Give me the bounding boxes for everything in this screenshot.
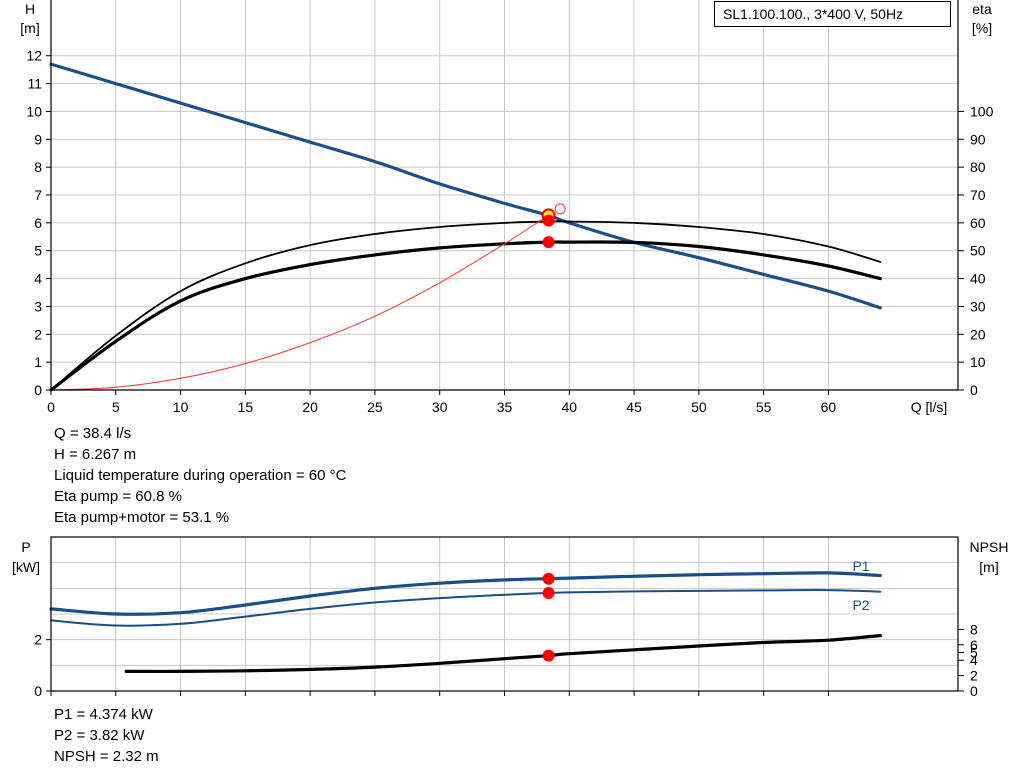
marker-open-circle (554, 203, 566, 215)
x-tick-label: 0 (47, 399, 55, 415)
x-tick-label: 40 (561, 399, 577, 415)
y-left-tick-label: 1 (34, 354, 42, 370)
y-left-tick-label: 11 (27, 76, 42, 92)
series-line-head-lower (49, 240, 882, 392)
npsh-tick-label: 5 (970, 645, 978, 661)
x-tick-label: 45 (626, 399, 642, 415)
top-chart-grid (50, 0, 958, 391)
y-right-tick-label: 80 (970, 159, 986, 175)
x-tick-label: 50 (691, 399, 707, 415)
npsh-tick-label: 4 (970, 652, 978, 668)
npsh-axis-label: NPSH (970, 539, 1009, 555)
x-axis-label: Q [l/s] (911, 399, 948, 415)
readout-p2: P2 = 3.82 kW (54, 727, 145, 744)
bottom-chart-markers (542, 572, 555, 662)
y-right-axis-unit: [%] (972, 20, 992, 36)
bottom-chart-series (49, 571, 882, 674)
marker-point (542, 236, 555, 249)
readout-npsh: NPSH = 2.32 m (54, 748, 159, 765)
readout-bottom: P1 = 4.374 kW P2 = 3.82 kW NPSH = 2.32 m (54, 704, 159, 767)
p-axis-unit: [kW] (12, 559, 40, 575)
p-tick-label: 2 (34, 632, 42, 648)
marker-point (542, 649, 555, 662)
y-right-tick-label: 30 (970, 298, 986, 314)
readout-top: Q = 38.4 l/s H = 6.267 m Liquid temperat… (54, 423, 346, 528)
readout-q: Q = 38.4 l/s (54, 425, 132, 442)
p-tick-label: 0 (34, 683, 42, 699)
chart-title: SL1.100.100., 3*400 V, 50Hz (714, 1, 951, 27)
y-left-tick-label: 2 (34, 326, 42, 342)
y-left-tick-label: 4 (34, 271, 42, 287)
y-right-tick-label: 90 (970, 131, 986, 147)
y-left-axis-label: H (25, 1, 35, 17)
y-left-tick-label: 0 (34, 382, 42, 398)
x-tick-label: 35 (497, 399, 513, 415)
x-tick-label: 55 (756, 399, 772, 415)
marker-point (542, 586, 555, 599)
p-axis-label: P (21, 539, 30, 555)
y-right-tick-label: 70 (970, 187, 986, 203)
readout-h: H = 6.267 m (54, 446, 137, 463)
y-left-tick-label: 3 (34, 298, 42, 314)
x-tick-label: 25 (367, 399, 383, 415)
npsh-tick-label: 8 (970, 621, 978, 637)
y-left-tick-label: 5 (34, 243, 42, 259)
series-line-npsh (124, 634, 882, 674)
series-line-p1 (49, 571, 882, 616)
series-label-p1: P1 (852, 558, 869, 574)
npsh-tick-label: 6 (970, 637, 978, 653)
x-tick-label: 60 (821, 399, 837, 415)
marker-point (542, 572, 555, 585)
x-tick-label: 10 (173, 399, 189, 415)
y-right-tick-label: 20 (970, 326, 986, 342)
x-tick-label: 5 (112, 399, 120, 415)
y-left-tick-label: 6 (34, 215, 42, 231)
y-right-tick-label: 60 (970, 215, 986, 231)
top-chart-markers (541, 203, 566, 249)
y-left-tick-label: 9 (34, 131, 42, 147)
series-label-p2: P2 (852, 597, 869, 613)
readout-eta-pump-motor: Eta pump+motor = 53.1 % (54, 509, 230, 526)
y-right-axis-label: eta (972, 1, 992, 17)
bottom-chart-grid (50, 537, 958, 692)
y-left-tick-label: 12 (26, 48, 42, 64)
x-tick-label: 15 (238, 399, 254, 415)
y-left-axis-unit: [m] (20, 20, 39, 36)
marker-point (542, 214, 555, 227)
series-line-p2 (50, 589, 882, 627)
readout-temperature: Liquid temperature during operation = 60… (54, 467, 347, 484)
y-right-tick-label: 10 (970, 354, 986, 370)
npsh-tick-label: 0 (970, 683, 978, 699)
y-right-tick-label: 50 (970, 243, 986, 259)
x-tick-label: 30 (432, 399, 448, 415)
y-right-tick-label: 40 (970, 271, 986, 287)
y-left-tick-label: 7 (34, 187, 42, 203)
y-left-tick-label: 8 (34, 159, 42, 175)
x-tick-label: 20 (302, 399, 318, 415)
top-chart-series (49, 62, 882, 392)
readout-eta-pump: Eta pump = 60.8 % (54, 488, 182, 505)
top-chart-ticks: 0 5 10 15 20 25 30 35 40 45 50 55 600123456789101112… (20, 0, 994, 415)
y-right-tick-label: 0 (970, 382, 978, 398)
series-line-head-upper (50, 220, 882, 391)
npsh-axis-unit: [m] (979, 559, 998, 575)
y-right-tick-label: 100 (970, 103, 994, 119)
npsh-tick-label: 2 (970, 668, 978, 684)
series-line-system-parabola (50, 214, 550, 391)
readout-p1: P1 = 4.374 kW (54, 706, 153, 723)
y-left-tick-label: 10 (26, 103, 42, 119)
series-line-system-curve (49, 62, 882, 310)
